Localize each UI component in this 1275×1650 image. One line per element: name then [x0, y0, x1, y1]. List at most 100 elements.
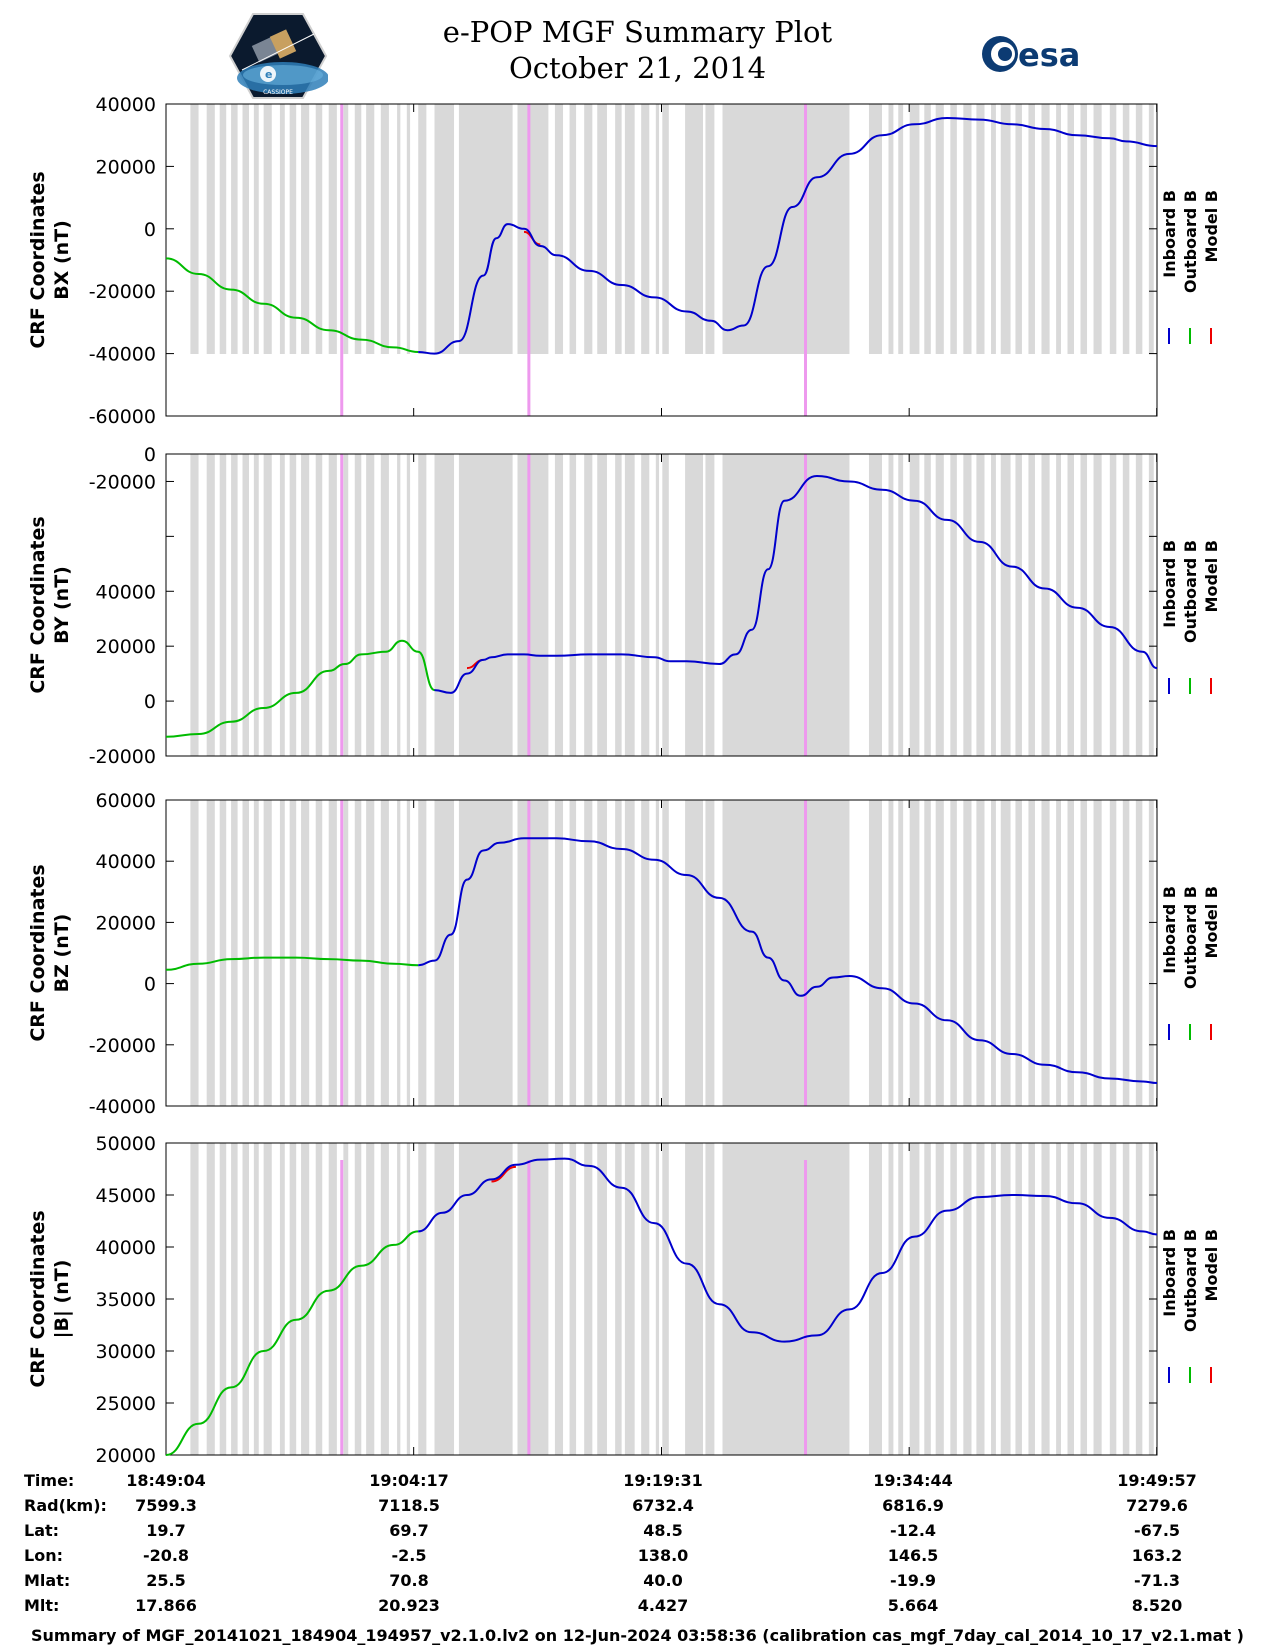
- shade-band: [950, 800, 957, 1106]
- shade-band: [1041, 1143, 1050, 1455]
- y-tick-label: 0: [144, 444, 156, 466]
- shade-band: [380, 800, 389, 1106]
- shade-band: [950, 454, 957, 756]
- legend-label: Inboard B: [1160, 540, 1179, 628]
- shade-band: [1000, 800, 1011, 1106]
- shade-band: [190, 454, 199, 756]
- shade-band: [722, 454, 850, 756]
- legend-label: Outboard B: [1181, 1229, 1200, 1332]
- shade-band: [1041, 800, 1050, 1106]
- shade-band: [1109, 104, 1117, 354]
- ephemeris-value: -71.3: [1134, 1571, 1180, 1590]
- shade-band: [1015, 800, 1022, 1106]
- shade-band: [1067, 1143, 1075, 1455]
- legend-label: Model B: [1202, 1229, 1221, 1301]
- shade-band: [406, 104, 411, 354]
- shade-band: [219, 104, 227, 354]
- shade-gap: [634, 454, 642, 756]
- svg-text:e: e: [265, 68, 272, 81]
- shade-band: [888, 454, 894, 756]
- shade-gap: [649, 104, 656, 354]
- shade-band: [1135, 800, 1143, 1106]
- ephemeris-row-label: Lon:: [24, 1546, 63, 1565]
- shade-gap: [702, 1143, 706, 1455]
- shade-band: [289, 800, 297, 1106]
- shade-gap: [634, 104, 642, 354]
- y-tick-label: 20000: [96, 912, 156, 934]
- shade-gap: [454, 1143, 459, 1455]
- shade-gap: [702, 104, 706, 354]
- shade-band: [397, 454, 401, 756]
- data-gap-shading: [190, 1143, 1154, 1455]
- shade-band: [898, 454, 904, 756]
- plot-title: e-POP MGF Summary Plot October 21, 2014: [0, 14, 1275, 86]
- legend-label: Model B: [1202, 540, 1221, 612]
- shade-band: [1080, 800, 1088, 1106]
- event-marker: [804, 104, 808, 416]
- shade-band: [963, 454, 972, 756]
- shade-band: [343, 1143, 349, 1455]
- ephemeris-value: 40.0: [643, 1571, 682, 1590]
- shade-band: [366, 454, 375, 756]
- shade-gap: [634, 1143, 642, 1455]
- data-gap-shading: [190, 800, 1154, 1106]
- shade-band: [1041, 454, 1050, 756]
- shade-band: [888, 1143, 894, 1455]
- shade-band: [380, 1143, 389, 1455]
- shade-gap: [576, 1143, 585, 1455]
- shade-band: [343, 104, 349, 354]
- shade-band: [315, 454, 323, 756]
- ephemeris-value: -12.4: [890, 1521, 936, 1540]
- legend: Inboard B Outboard B Model B: [1160, 540, 1221, 694]
- legend-label: Outboard B: [1181, 190, 1200, 293]
- shade-band: [963, 1143, 972, 1455]
- shade-band: [1000, 454, 1011, 756]
- shade-band: [253, 800, 259, 1106]
- shade-gap: [621, 454, 625, 756]
- title-line-1: e-POP MGF Summary Plot: [442, 15, 833, 49]
- shade-gap: [592, 454, 598, 756]
- y-tick-label: 20000: [96, 1445, 156, 1467]
- shade-band: [888, 800, 894, 1106]
- event-marker: [527, 104, 531, 416]
- ephemeris-value: 7118.5: [378, 1496, 440, 1515]
- shade-band: [190, 1143, 199, 1455]
- shade-band: [366, 104, 375, 354]
- data-gap-shading: [190, 454, 1154, 756]
- shade-band: [1135, 454, 1143, 756]
- shade-band: [1067, 104, 1075, 354]
- shade-band: [898, 1143, 904, 1455]
- shade-band: [950, 1143, 957, 1455]
- shade-gap: [512, 800, 518, 1106]
- shade-band: [924, 454, 931, 756]
- ephemeris-value: 25.5: [146, 1571, 185, 1590]
- shade-band: [328, 104, 337, 354]
- shade-band: [1015, 1143, 1022, 1455]
- ephemeris-value: 5.664: [888, 1596, 939, 1615]
- shade-band: [898, 800, 904, 1106]
- shade-band: [279, 800, 285, 1106]
- shade-band: [343, 454, 349, 756]
- shade-gap: [512, 1143, 518, 1455]
- shade-band: [976, 454, 985, 756]
- event-marker: [340, 800, 344, 1106]
- shade-band: [263, 104, 272, 354]
- shade-gap: [563, 800, 570, 1106]
- event-marker: [527, 800, 531, 1106]
- shade-band: [380, 104, 389, 354]
- shade-band: [722, 800, 850, 1106]
- shade-gap: [592, 800, 598, 1106]
- sat-logo-text: CASSIOPE: [263, 89, 293, 96]
- shade-gap: [621, 800, 625, 1106]
- event-marker: [527, 1160, 531, 1455]
- shade-band: [924, 1143, 931, 1455]
- shade-band: [1148, 454, 1154, 756]
- shade-gap: [548, 800, 555, 1106]
- shade-band: [909, 454, 920, 756]
- shade-band: [1080, 454, 1088, 756]
- shade-band: [1109, 800, 1117, 1106]
- shade-band: [1122, 800, 1130, 1106]
- y-axis-label-line-2: |B| (nT): [51, 1260, 73, 1339]
- shade-band: [963, 104, 972, 354]
- y-tick-label: 45000: [96, 1185, 156, 1207]
